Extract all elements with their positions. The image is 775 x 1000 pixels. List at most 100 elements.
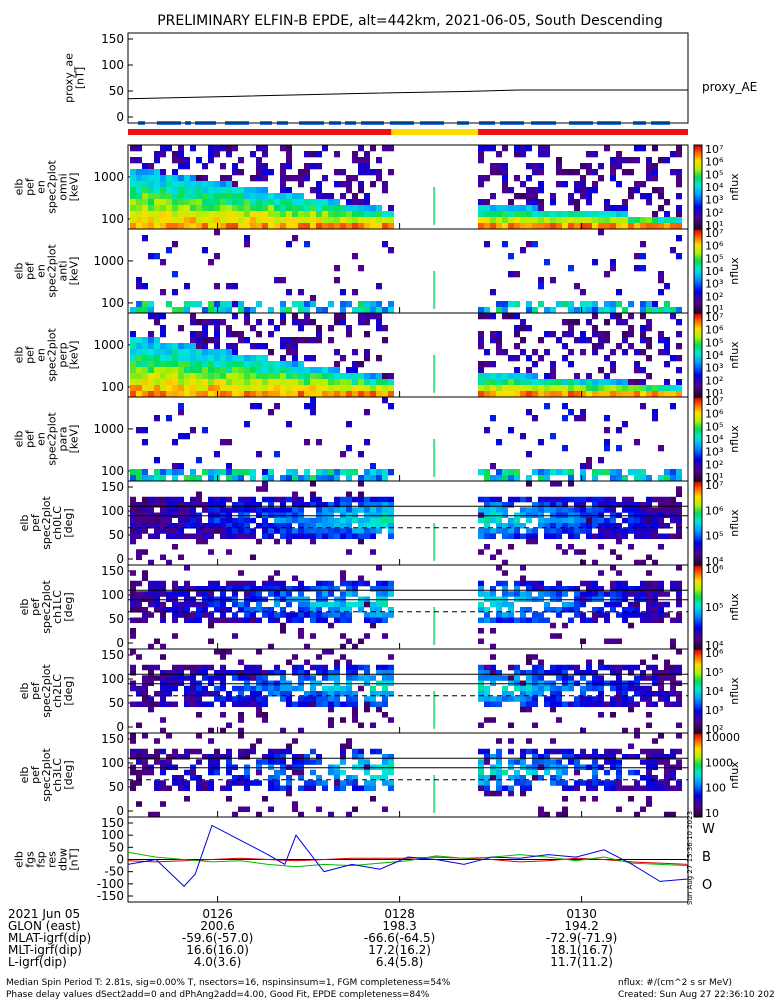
spectrogram-cell: [208, 738, 214, 744]
spectrogram-cell: [160, 313, 166, 320]
spectrogram-cell: [532, 373, 538, 380]
spectrogram-cell: [244, 307, 250, 314]
spectrogram-cell: [484, 496, 490, 503]
spectrogram-cell: [136, 512, 142, 519]
spectrogram-cell: [622, 664, 628, 671]
spectrogram-cell: [310, 475, 316, 482]
spectrogram-cell: [592, 796, 598, 802]
colorbar-swatch: [694, 674, 702, 677]
spectrogram-cell: [208, 385, 214, 392]
spectrogram-cell: [202, 427, 208, 434]
spectrogram-cell: [130, 205, 136, 212]
spectrogram-cell: [160, 654, 166, 660]
spectrogram-cell: [676, 523, 682, 529]
spectrogram-cell: [676, 211, 682, 218]
spectrogram-cell: [136, 373, 142, 380]
spectrogram-cell: [178, 612, 184, 618]
spectrogram-cell: [592, 523, 598, 529]
spectrogram-cell: [610, 780, 616, 786]
spectrogram-cell: [214, 617, 220, 624]
spectrogram-cell: [190, 685, 196, 692]
spectrogram-cell: [172, 367, 178, 374]
spectrogram-cell: [256, 769, 262, 776]
spectrogram-cell: [622, 680, 628, 687]
spectrogram-cell: [226, 475, 232, 482]
spectrogram-cell: [226, 181, 232, 188]
spectrogram-cell: [214, 748, 220, 755]
spectrogram-cell: [244, 391, 250, 398]
spectrogram-cell: [364, 355, 370, 362]
spectrogram-cell: [184, 512, 190, 519]
spectrogram-cell: [568, 379, 574, 386]
spectrogram-cell: [550, 507, 556, 513]
spectrogram-cell: [304, 439, 310, 446]
colorbar-swatch: [694, 684, 702, 688]
spectrogram-cell: [664, 223, 670, 230]
spectrogram-cell: [622, 617, 628, 624]
spectrogram-cell: [166, 385, 172, 392]
spectrogram-cell: [556, 780, 562, 786]
spectrogram-cell: [634, 157, 640, 164]
spectrogram-cell: [370, 607, 376, 613]
spectrogram-cell: [244, 612, 250, 618]
spectrogram-cell: [622, 199, 628, 206]
spectrogram-cell: [646, 617, 652, 624]
spectrogram-cell: [382, 764, 388, 771]
spectrogram-cell: [172, 544, 178, 550]
spectrogram-cell: [226, 796, 232, 802]
spectrogram-cell: [388, 403, 394, 410]
colorbar-swatch: [694, 304, 702, 308]
spectrogram-cell: [196, 512, 202, 519]
spectrogram-cell: [244, 217, 250, 224]
spectrogram-cell: [634, 533, 640, 540]
spectrogram-cell: [388, 496, 394, 503]
spectrogram-cell: [664, 157, 670, 164]
spectrogram-cell: [226, 373, 232, 380]
spectrogram-cell: [148, 211, 154, 218]
spectrogram-cell: [628, 469, 634, 476]
spectrogram-cell: [280, 533, 286, 540]
spectrogram-cell: [616, 759, 622, 765]
spectrogram-cell: [208, 759, 214, 765]
spectrogram-cell: [532, 759, 538, 765]
spectrogram-cell: [286, 612, 292, 618]
colorbar-swatch: [694, 149, 702, 152]
spectrogram-cell: [568, 507, 574, 513]
spectrogram-cell: [598, 379, 604, 386]
spectrogram-cell: [646, 586, 652, 592]
spectrogram-cell: [352, 675, 358, 681]
spectrogram-cell: [646, 193, 652, 200]
spectrogram-cell: [670, 748, 676, 755]
spectrogram-cell: [244, 373, 250, 380]
spectrogram-cell: [274, 379, 280, 386]
spectrogram-cell: [376, 502, 382, 508]
spectrogram-cell: [598, 754, 604, 760]
colorbar-swatch: [694, 439, 702, 442]
spectrogram-cell: [130, 664, 136, 671]
spectrogram-cell: [136, 554, 142, 561]
spectrogram-cell: [664, 533, 670, 540]
spectrogram-cell: [478, 379, 484, 386]
spectrogram-cell: [268, 575, 274, 582]
spectrogram-cell: [652, 664, 658, 671]
spectrogram-cell: [490, 391, 496, 398]
spectrogram-cell: [496, 612, 502, 618]
spectrogram-cell: [136, 528, 142, 534]
spectrogram-cell: [298, 769, 304, 776]
spectrogram-cell: [526, 769, 532, 776]
spectrogram-cell: [382, 617, 388, 624]
spectrogram-cell: [334, 469, 340, 476]
spectrogram-cell: [628, 223, 634, 230]
spectrogram-cell: [562, 391, 568, 398]
spectrogram-cell: [340, 617, 346, 624]
spectrogram-cell: [352, 385, 358, 392]
spectrogram-cell: [364, 199, 370, 206]
spectrogram-cell: [226, 586, 232, 592]
spectrogram-cell: [496, 496, 502, 503]
spectrogram-cell: [178, 591, 184, 597]
spectrogram-cell: [580, 349, 586, 356]
spectrogram-cell: [496, 331, 502, 338]
colorbar-swatch: [694, 508, 702, 511]
spectrogram-cell: [244, 313, 250, 320]
spectrogram-cell: [634, 591, 640, 597]
